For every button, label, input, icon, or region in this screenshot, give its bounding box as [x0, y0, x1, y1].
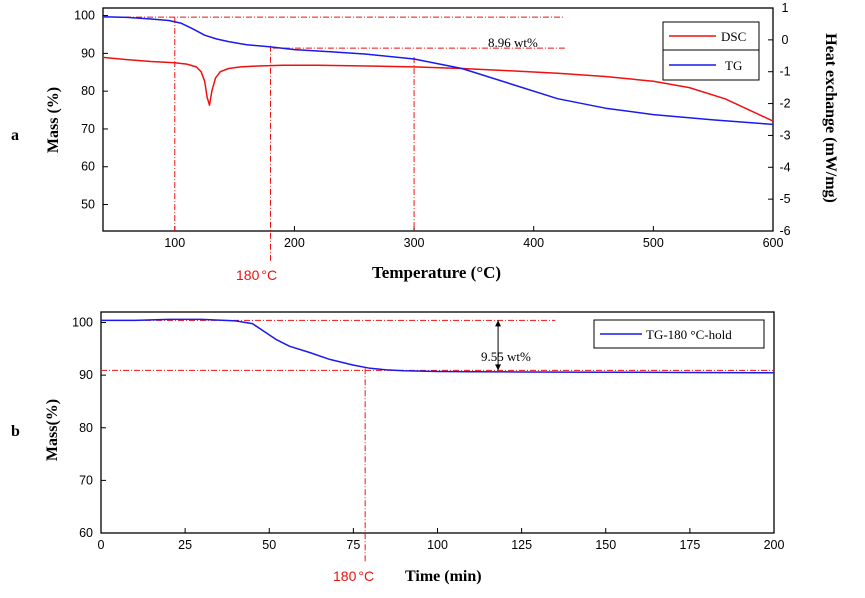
panel-a-y2-tick-label: 1	[782, 1, 789, 15]
panel-b-temp-annotation: 180 °C	[333, 568, 374, 584]
panel-a-x-tick-label: 100	[164, 236, 185, 250]
panel-a-y2-tick-label: -2	[779, 97, 790, 111]
panel-a-y2-tick-label: -1	[779, 65, 790, 79]
panel-b-x-tick-label: 75	[346, 538, 360, 552]
panel-b-temp-unit: °C	[358, 568, 374, 584]
panel-a-y-tick-label: 90	[81, 46, 95, 60]
panel-b-y-tick-label: 70	[79, 473, 93, 487]
panel-b-y-tick-label: 80	[79, 421, 93, 435]
panel-b-temp-value: 180	[333, 568, 357, 584]
panel-a-series	[102, 15, 774, 126]
panel-b-x-tick-label: 0	[98, 538, 105, 552]
panel-a-y2-tick-label: -6	[779, 224, 790, 238]
legend-label-tg-hold: TG-180 °C-hold	[646, 327, 732, 342]
panel-a-y-tick-label: 100	[74, 9, 95, 23]
legend-label-tg: TG	[725, 58, 742, 73]
panel-a-x-tick-label: 600	[763, 236, 784, 250]
panel-a-y-tick-label: 80	[81, 84, 95, 98]
panel-a-temp-value: 180	[236, 267, 260, 283]
panel-a-x-tick-label: 400	[523, 236, 544, 250]
panel-a-y2-axis-title: Heat exchange (mW/mg)	[822, 33, 839, 203]
panel-a-legend: DSC TG	[662, 21, 760, 81]
panel-b-y-tick-label: 60	[79, 526, 93, 540]
panel-a-temp-annotation: 180 °C	[236, 267, 277, 283]
panel-a-mass-loss-label: 8.96 wt%	[488, 35, 538, 50]
panel-a-guide-lines	[103, 16, 565, 261]
panel-b-label: b	[11, 423, 20, 440]
panel-b-y-tick-label: 90	[79, 368, 93, 382]
panel-b-x-tick-label: 200	[764, 538, 785, 552]
panel-a-y2-tick-label: -5	[779, 192, 790, 206]
panel-a-label: a	[11, 127, 19, 144]
panel-a-y-axis-title: Mass (%)	[45, 87, 62, 153]
panel-a: 100 200 300 400 500 600 50 60 70 80 90 100 1 0 -1 -2 -3 -…	[11, 1, 839, 283]
panel-b-x-tick-label: 150	[595, 538, 616, 552]
panel-b-x-tick-label: 125	[511, 538, 532, 552]
panel-b-arrow-head-bottom	[495, 364, 502, 371]
series-line-tg	[102, 15, 774, 126]
panel-b-legend: TG-180 °C-hold	[593, 319, 765, 349]
panel-a-y2-tick-label: -3	[779, 128, 790, 142]
panel-b-mass-loss-label: 9.55 wt%	[481, 349, 531, 364]
panel-b-x-tick-label: 100	[427, 538, 448, 552]
panel-b-x-tick-label: 25	[178, 538, 192, 552]
panel-a-x-tick-label: 200	[284, 236, 305, 250]
legend-label-dsc: DSC	[721, 29, 746, 44]
panel-b: 0 25 50 75 100 125 150 175 200 60 70 80 90 100 TG-180…	[11, 311, 784, 585]
panel-a-y-tick-label: 70	[81, 122, 95, 136]
panel-b-x-tick-label: 50	[262, 538, 276, 552]
panel-a-x-tick-label: 300	[404, 236, 425, 250]
panel-a-x-tick-label: 500	[643, 236, 664, 250]
panel-b-x-axis-title: Time (min)	[405, 568, 482, 585]
panel-a-temp-unit: °C	[261, 267, 277, 283]
panel-a-y-tick-label: 60	[81, 160, 95, 174]
panel-b-y-axis-title: Mass(%)	[44, 399, 61, 461]
panel-a-y2-tick-label: 0	[782, 33, 789, 47]
panel-b-ticks: 0 25 50 75 100 125 150 175 200 60 70 80 90 100	[72, 316, 784, 552]
panel-b-y-tick-label: 100	[72, 316, 93, 330]
panel-a-y2-tick-label: -4	[779, 160, 790, 174]
panel-b-series	[101, 318, 775, 374]
panel-a-y-tick-label: 50	[81, 198, 95, 212]
panel-b-x-tick-label: 175	[679, 538, 700, 552]
series-line-dsc	[102, 56, 774, 122]
panel-b-guide-lines	[101, 319, 774, 563]
panel-b-arrow-head-top	[495, 320, 502, 327]
series-line-tg-hold	[101, 318, 775, 374]
panel-a-ticks: 100 200 300 400 500 600 50 60 70 80 90 100 1 0 -1 -2 -3 -…	[74, 1, 790, 250]
panel-a-plot-frame	[102, 7, 774, 232]
panel-a-x-axis-title: Temperature (°C)	[372, 263, 501, 282]
